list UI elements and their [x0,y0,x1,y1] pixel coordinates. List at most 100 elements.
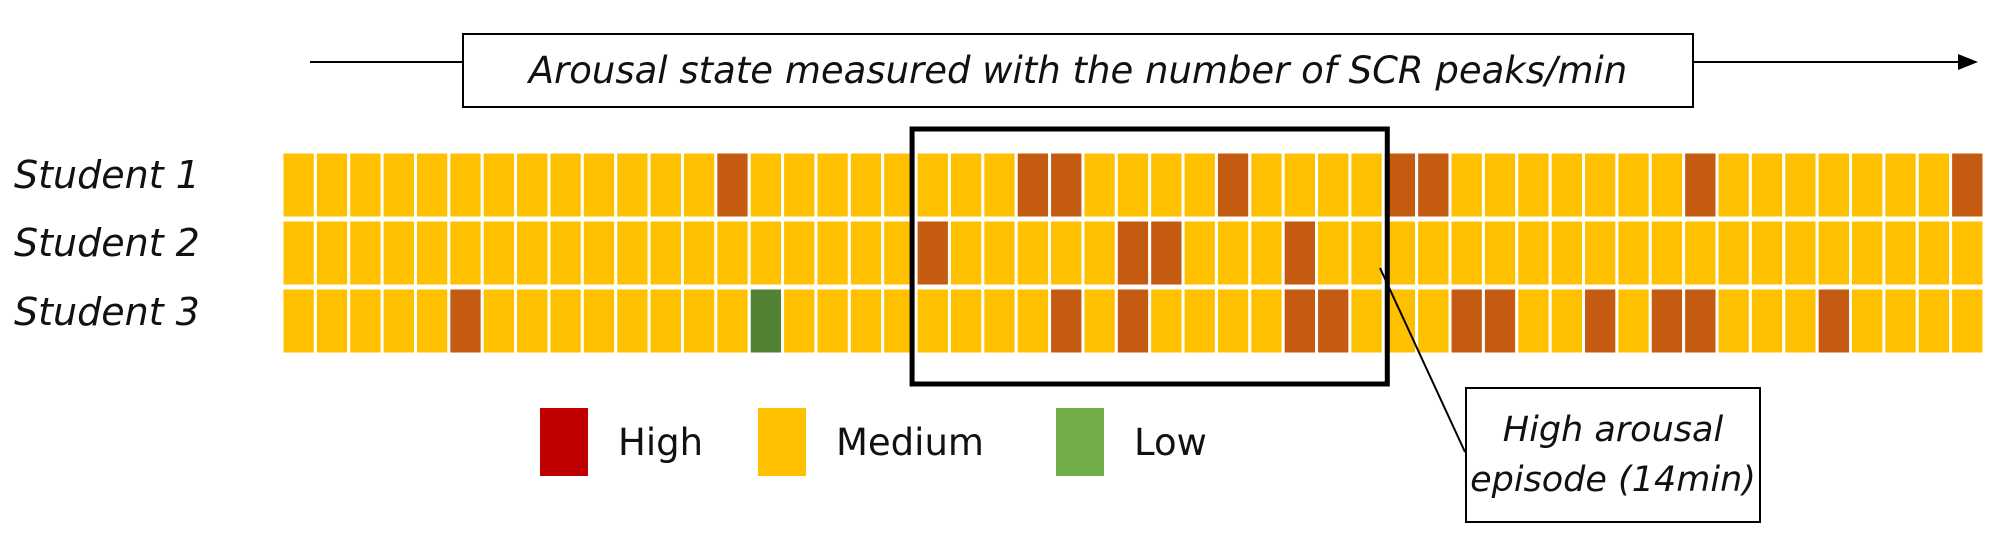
cell-student-1-min-3-medium [347,150,384,220]
cell-student-3-min-42-high [1648,286,1686,356]
cell-student-1-min-26-medium [1114,150,1152,220]
cell-student-3-min-12-medium [647,286,684,356]
cell-student-3-min-21-medium [947,286,985,356]
cell-student-2-min-32-medium [1315,218,1352,288]
cell-student-2-min-24-medium [1048,218,1085,288]
cell-student-2-min-43-medium [1682,218,1719,288]
cell-student-2-min-21-medium [947,218,985,288]
callout-connector [1379,267,1466,453]
cell-student-2-min-5-medium [413,218,451,288]
cell-student-3-min-28-medium [1181,286,1218,356]
cell-student-1-min-30-medium [1248,150,1285,220]
cell-student-1-min-28-medium [1181,150,1218,220]
cell-student-1-min-11-medium [614,150,651,220]
row-label-student-1: Student 1 [14,153,200,197]
cell-student-2-min-23-medium [1014,218,1052,288]
cell-student-3-min-49-medium [1882,286,1919,356]
cell-student-3-min-36-high [1448,286,1485,356]
cell-student-1-min-39-medium [1548,150,1586,220]
cell-student-3-min-1-medium [280,286,317,356]
cell-student-1-min-40-medium [1582,150,1619,220]
cell-student-1-min-50-medium [1915,150,1953,220]
cell-student-3-min-31-high [1281,286,1319,356]
legend-label-medium: Medium [836,420,984,464]
cell-student-3-min-26-high [1114,286,1152,356]
cell-student-1-min-1-medium [280,150,317,220]
cell-student-3-min-10-medium [580,286,618,356]
cell-student-2-min-2-medium [313,218,351,288]
cell-student-3-min-46-medium [1782,286,1819,356]
cell-student-3-min-47-high [1815,286,1853,356]
cell-student-1-min-49-medium [1882,150,1919,220]
cell-student-3-min-17-medium [814,286,851,356]
cell-student-1-min-10-medium [580,150,618,220]
cell-student-2-min-11-medium [614,218,651,288]
cell-student-3-min-50-medium [1915,286,1953,356]
cell-student-2-min-50-medium [1915,218,1953,288]
cell-student-1-min-7-medium [480,150,518,220]
cell-student-1-min-24-high [1048,150,1085,220]
cell-student-1-min-51-high [1949,150,1986,220]
cell-student-1-min-14-high [714,150,751,220]
legend-label-low: Low [1134,420,1207,464]
legend-swatch-high [540,408,588,476]
cell-student-3-min-2-medium [313,286,351,356]
cell-student-2-min-42-medium [1648,218,1686,288]
callout-line-2: episode (14min) [1470,460,1756,500]
cell-student-1-min-41-medium [1615,150,1652,220]
cell-student-3-min-44-medium [1715,286,1752,356]
cell-student-2-min-9-medium [547,218,584,288]
cell-student-3-min-6-high [447,286,484,356]
cell-student-2-min-44-medium [1715,218,1752,288]
cell-student-2-min-25-medium [1081,218,1118,288]
cell-student-1-min-31-medium [1281,150,1319,220]
cell-student-2-min-1-medium [280,218,317,288]
cell-student-2-min-47-medium [1815,218,1853,288]
cell-student-2-min-18-medium [847,218,885,288]
row-label-student-3: Student 3 [14,290,200,334]
cell-student-2-min-15-medium [747,218,785,288]
cell-student-1-min-25-medium [1081,150,1118,220]
cell-student-1-min-5-medium [413,150,451,220]
cell-student-1-min-12-medium [647,150,684,220]
cell-student-2-min-45-medium [1748,218,1786,288]
cell-student-3-min-25-medium [1081,286,1118,356]
legend-item-low: Low [1056,408,1207,476]
legend-swatch-medium [758,408,806,476]
cell-student-3-min-35-medium [1415,286,1452,356]
cell-student-3-min-41-medium [1615,286,1652,356]
cell-student-3-min-33-medium [1348,286,1385,356]
cell-student-1-min-45-medium [1748,150,1786,220]
episode-box [909,126,1390,387]
cell-student-2-min-4-medium [380,218,417,288]
cell-student-1-min-18-medium [847,150,885,220]
cell-student-3-min-18-medium [847,286,885,356]
cell-student-1-min-42-medium [1648,150,1686,220]
cell-student-2-min-10-medium [580,218,618,288]
episode-highlight [909,126,1466,453]
cell-student-3-min-39-medium [1548,286,1586,356]
cell-student-2-min-3-medium [347,218,384,288]
cell-student-1-min-27-medium [1148,150,1185,220]
cell-student-3-min-4-medium [380,286,417,356]
cell-student-3-min-37-high [1481,286,1519,356]
cell-student-1-min-21-medium [947,150,985,220]
cell-student-1-min-48-medium [1849,150,1886,220]
cell-student-1-min-6-medium [447,150,484,220]
cell-student-3-min-32-high [1315,286,1352,356]
cell-student-3-min-3-medium [347,286,384,356]
cell-student-1-min-8-medium [514,150,551,220]
cell-student-2-min-41-medium [1615,218,1652,288]
cell-student-2-min-8-medium [514,218,551,288]
cell-student-3-min-5-medium [413,286,451,356]
cell-student-2-min-22-medium [981,218,1018,288]
cell-student-2-min-40-medium [1582,218,1619,288]
cell-student-3-min-30-medium [1248,286,1285,356]
cell-student-1-min-46-medium [1782,150,1819,220]
cell-student-2-min-28-medium [1181,218,1218,288]
cell-student-3-min-45-medium [1748,286,1786,356]
cell-student-1-min-32-medium [1315,150,1352,220]
cell-student-1-min-15-medium [747,150,785,220]
cell-student-1-min-13-medium [680,150,718,220]
cell-student-3-min-15-low [747,286,785,356]
